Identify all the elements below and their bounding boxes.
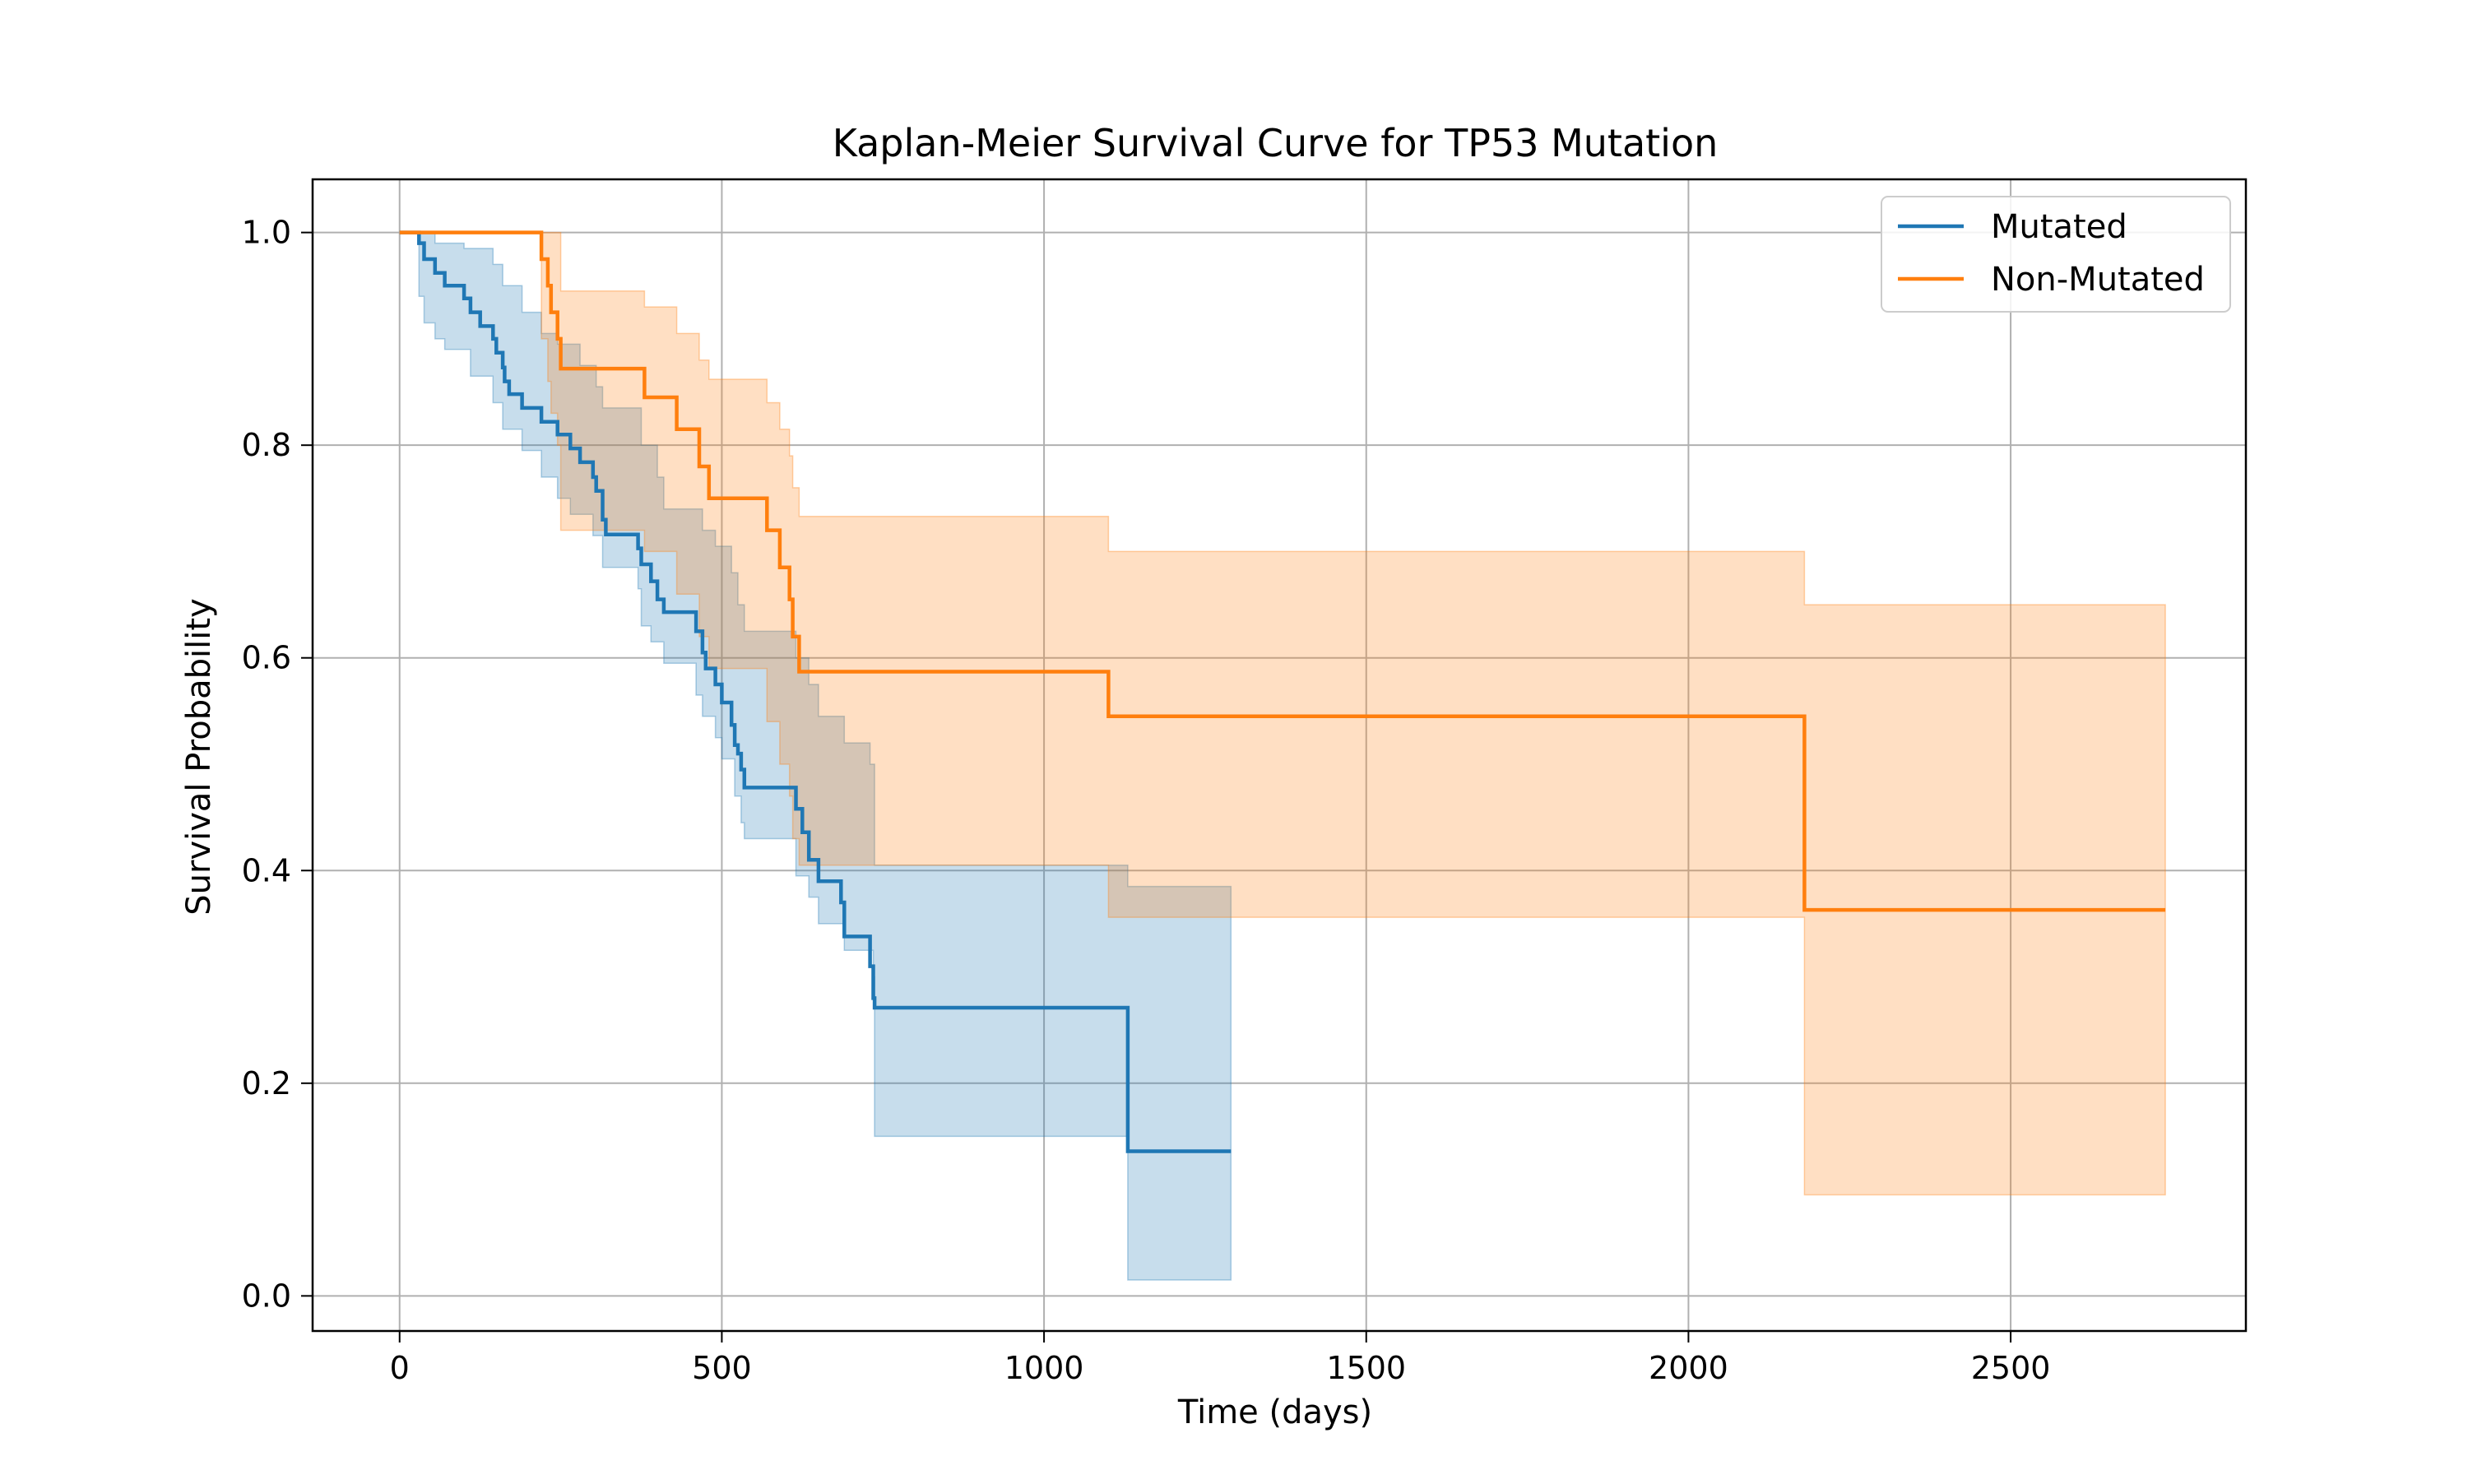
y-tick-label: 0.0 bbox=[242, 1278, 291, 1314]
y-tick-label: 0.6 bbox=[242, 640, 291, 676]
legend-label-non-mutated: Non-Mutated bbox=[1991, 261, 2205, 299]
y-tick-label: 1.0 bbox=[242, 215, 291, 251]
legend-box bbox=[1881, 196, 2231, 313]
survival-line-mutated bbox=[399, 230, 1232, 1153]
survival-lines bbox=[399, 230, 2166, 1153]
grid-lines bbox=[313, 179, 2246, 1331]
survival-line-non-mutated bbox=[399, 230, 2166, 912]
x-tick-label: 1000 bbox=[1004, 1350, 1084, 1386]
y-tick-label: 0.8 bbox=[242, 427, 291, 463]
plot-frame bbox=[311, 178, 2248, 1333]
axis-ticks: 0 500 1000 1500 2000 2500 0.0 0.2 0.4 0.6 0.8 1.0 bbox=[242, 215, 2051, 1386]
x-axis-label: Time (days) bbox=[1177, 1394, 1372, 1431]
y-tick-label: 0.2 bbox=[242, 1065, 291, 1101]
x-tick-label: 2500 bbox=[1971, 1350, 2051, 1386]
ci-band-non-mutated bbox=[399, 231, 2166, 1196]
x-tick-label: 2000 bbox=[1649, 1350, 1728, 1386]
x-tick-label: 500 bbox=[692, 1350, 752, 1386]
x-tick-label: 0 bbox=[390, 1350, 410, 1386]
x-tick-label: 1500 bbox=[1326, 1350, 1406, 1386]
y-axis-label: Survival Probability bbox=[180, 598, 218, 915]
legend-label-mutated: Mutated bbox=[1991, 208, 2127, 246]
y-tick-label: 0.4 bbox=[242, 852, 291, 888]
chart-title: Kaplan-Meier Survival Curve for TP53 Mut… bbox=[833, 121, 1719, 165]
legend: Mutated Non-Mutated bbox=[1881, 196, 2231, 313]
